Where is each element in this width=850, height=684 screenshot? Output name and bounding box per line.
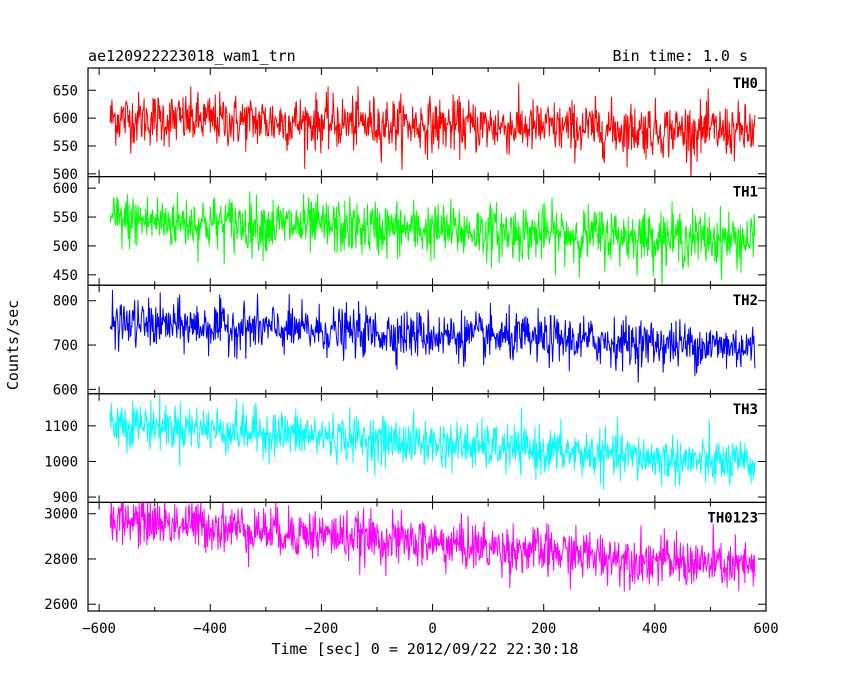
panel-frame <box>87 501 767 612</box>
bin-time-label: Bin time: 1.0 s <box>613 47 748 65</box>
panels-group: 500 550 600 650 TH0 450 500 550 600 TH1 600 700 800 T… <box>44 67 779 637</box>
y-axis-label: Counts/sec <box>4 300 22 390</box>
y-tick-label: 500 <box>53 239 78 255</box>
x-tick-label: −400 <box>193 621 227 637</box>
x-tick-label: −200 <box>305 621 339 637</box>
x-tick-label: 400 <box>642 621 667 637</box>
y-tick-label: 1100 <box>44 419 78 435</box>
y-tick-label: 550 <box>53 139 78 155</box>
y-tick-label: 600 <box>53 181 78 197</box>
series-line-th2 <box>109 289 756 383</box>
y-tick-label: 3000 <box>44 507 78 523</box>
y-tick-label: 2800 <box>44 552 78 568</box>
panel-th0: 500 550 600 650 TH0 <box>53 67 767 183</box>
series-line-th3 <box>109 393 756 490</box>
y-tick-label: 2600 <box>44 597 78 613</box>
y-tick-label: 550 <box>53 210 78 226</box>
x-tick-label: 200 <box>531 621 556 637</box>
panel-th1: 450 500 550 600 TH1 <box>53 176 767 286</box>
panel-name-th0123: TH0123 <box>707 510 758 526</box>
y-tick-label: 500 <box>53 167 78 183</box>
panel-th0123: 2600 2800 3000 TH0123 <box>44 501 767 613</box>
series-line-th0 <box>109 83 756 177</box>
panel-th2: 600 700 800 TH2 <box>53 284 767 398</box>
y-tick-label: 900 <box>53 490 78 506</box>
panel-th3: 900 1000 1100 TH3 <box>44 393 767 506</box>
y-tick-label: 800 <box>53 294 78 310</box>
panel-name-th1: TH1 <box>733 185 758 201</box>
panel-name-th3: TH3 <box>733 402 758 418</box>
series-line-th1 <box>109 191 756 286</box>
y-tick-label: 450 <box>53 268 78 284</box>
x-tick-label: 600 <box>753 621 778 637</box>
y-tick-label: 600 <box>53 111 78 127</box>
y-tick-label: 650 <box>53 83 78 99</box>
y-tick-label: 1000 <box>44 454 78 470</box>
panel-name-th2: TH2 <box>733 293 758 309</box>
x-axis-label: Time [sec] 0 = 2012/09/22 22:30:18 <box>271 640 578 658</box>
series-line-th0123 <box>109 502 756 592</box>
y-tick-label: 700 <box>53 338 78 354</box>
panel-name-th0: TH0 <box>733 76 758 92</box>
x-tick-label: 0 <box>428 621 436 637</box>
x-tick-label: −600 <box>82 621 116 637</box>
y-tick-label: 600 <box>53 382 78 398</box>
chart-title: ae120922223018_wam1_trn <box>88 47 296 65</box>
